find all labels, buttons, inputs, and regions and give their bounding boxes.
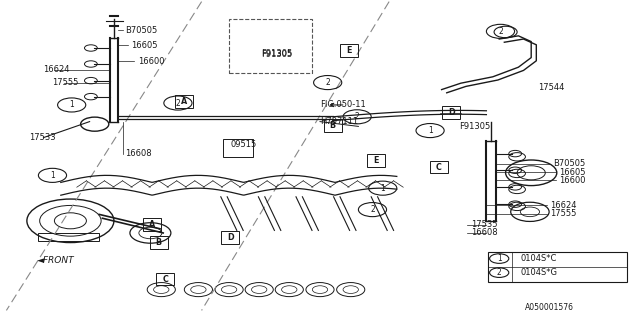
Text: E: E — [346, 46, 351, 55]
Bar — [430, 161, 448, 173]
Text: 1: 1 — [497, 254, 502, 263]
Text: 2: 2 — [497, 268, 502, 277]
Bar — [38, 233, 99, 241]
Bar — [156, 273, 174, 285]
Bar — [229, 19, 312, 73]
Text: 2: 2 — [325, 78, 330, 87]
Bar — [340, 44, 358, 57]
Text: 16624: 16624 — [550, 201, 577, 210]
Text: B70505: B70505 — [554, 159, 586, 168]
Text: B70505: B70505 — [125, 26, 157, 35]
Bar — [488, 252, 627, 282]
Text: A: A — [149, 220, 156, 229]
Text: D: D — [227, 233, 234, 242]
Text: 2: 2 — [498, 27, 503, 36]
Bar — [150, 236, 168, 249]
Text: 09515: 09515 — [230, 140, 257, 149]
Text: 17535: 17535 — [471, 220, 497, 229]
Text: E: E — [374, 156, 379, 165]
Text: FIG.050-11: FIG.050-11 — [320, 100, 365, 109]
Text: 16608: 16608 — [125, 149, 152, 158]
Text: 17555: 17555 — [52, 78, 79, 87]
Text: ◄FRONT: ◄FRONT — [37, 256, 75, 265]
Bar — [442, 106, 460, 119]
Text: 17533: 17533 — [29, 133, 56, 142]
Text: 0104S*G: 0104S*G — [521, 268, 558, 277]
Text: 1: 1 — [50, 171, 55, 180]
Bar — [221, 231, 239, 244]
Text: 2: 2 — [370, 205, 375, 214]
Text: H707111: H707111 — [320, 117, 358, 126]
Text: F91305: F91305 — [460, 122, 491, 131]
Text: 16605: 16605 — [131, 41, 157, 50]
Text: 1: 1 — [380, 184, 385, 193]
Text: 1: 1 — [69, 100, 74, 109]
Text: 1: 1 — [428, 126, 433, 135]
Text: 17544: 17544 — [538, 83, 564, 92]
Bar — [143, 218, 161, 231]
Text: 2: 2 — [355, 112, 360, 121]
Text: D: D — [448, 108, 454, 117]
Bar — [324, 119, 342, 132]
Text: 0104S*C: 0104S*C — [521, 254, 557, 263]
Text: 16600: 16600 — [559, 176, 585, 185]
Text: C: C — [162, 275, 168, 284]
Text: 17555: 17555 — [550, 209, 577, 218]
Bar — [175, 95, 193, 108]
Bar — [367, 154, 385, 167]
Text: 16605: 16605 — [559, 168, 585, 177]
Text: 2: 2 — [175, 99, 180, 108]
Text: B: B — [330, 121, 336, 130]
Text: F91305: F91305 — [261, 50, 292, 59]
Text: 16624: 16624 — [44, 65, 70, 74]
Text: C: C — [436, 163, 442, 172]
Bar — [223, 139, 253, 157]
Text: 16608: 16608 — [471, 228, 498, 237]
Text: B: B — [156, 238, 162, 247]
Text: F91305: F91305 — [261, 49, 292, 58]
Text: A: A — [181, 97, 188, 106]
Text: A050001576: A050001576 — [525, 303, 574, 312]
Text: 16600: 16600 — [138, 57, 164, 66]
